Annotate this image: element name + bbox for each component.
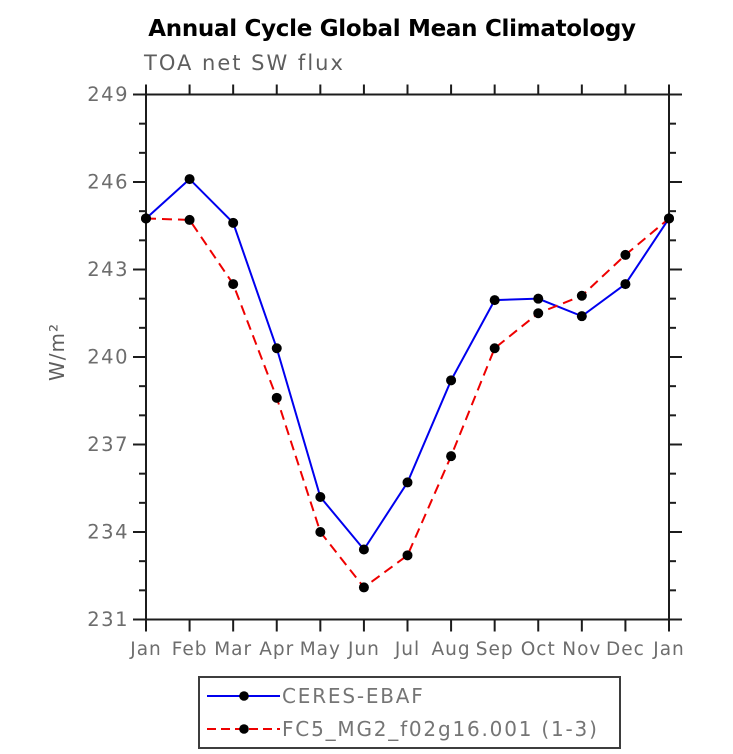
y-tick-label: 246: [87, 171, 129, 194]
data-point: [271, 343, 282, 354]
x-tick-label: Mar: [214, 639, 252, 660]
data-point: [576, 311, 587, 322]
data-point: [228, 217, 239, 228]
legend-key-dashed-line-icon: [207, 724, 280, 734]
legend-key-solid-line-icon: [207, 691, 280, 701]
data-point: [446, 451, 457, 462]
y-tick-label: 234: [87, 521, 129, 544]
legend-item-fc5-model: FC5_MG2_f02g16.001 (1-3): [204, 714, 619, 745]
x-tick-label: Jan: [652, 639, 685, 660]
data-point: [664, 213, 674, 224]
x-tick-label: Dec: [606, 639, 645, 660]
data-point: [446, 375, 457, 386]
data-point: [489, 343, 500, 354]
x-tick-label: Oct: [521, 639, 556, 660]
data-point: [533, 293, 544, 304]
data-point: [228, 279, 239, 290]
x-tick-label: Nov: [562, 639, 601, 660]
legend: CERES-EBAF FC5_MG2_f02g16.001 (1-3): [198, 676, 621, 749]
data-point: [358, 544, 369, 555]
data-point: [315, 492, 326, 502]
data-point: [533, 308, 544, 319]
series-line-1: [145, 217, 670, 589]
legend-label: FC5_MG2_f02g16.001 (1-3): [282, 717, 599, 742]
x-tick-label: May: [300, 639, 341, 660]
y-tick-label: 231: [87, 608, 129, 631]
x-tick-label: Jul: [394, 639, 420, 660]
plot-frame: [145, 93, 670, 621]
x-tick-label: Jun: [347, 639, 380, 660]
chart-title: Annual Cycle Global Mean Climatology: [148, 16, 636, 42]
data-point: [315, 527, 326, 537]
data-point: [402, 477, 413, 488]
series-line-0: [145, 177, 670, 552]
y-tick-label: 237: [87, 433, 129, 456]
legend-label: CERES-EBAF: [282, 683, 425, 708]
y-tick-label: 240: [87, 346, 129, 369]
x-tick-label: Apr: [259, 639, 294, 660]
y-tick-label: 249: [87, 83, 129, 106]
data-point: [576, 290, 587, 301]
x-tick-label: Aug: [432, 639, 471, 660]
data-point: [620, 249, 631, 260]
x-tick-label: Sep: [476, 639, 514, 660]
x-tick-label: Jan: [129, 639, 162, 660]
data-point: [620, 279, 631, 290]
y-tick-label: 243: [87, 258, 129, 281]
data-point: [271, 392, 282, 403]
x-tick-label: Feb: [172, 639, 208, 660]
data-point: [184, 174, 195, 185]
data-point: [402, 550, 413, 561]
legend-item-ceres-ebaf: CERES-EBAF: [204, 680, 619, 711]
data-point: [489, 295, 500, 306]
chart-subtitle: TOA net SW flux: [144, 51, 345, 75]
data-point: [358, 582, 369, 593]
data-point: [184, 214, 195, 225]
data-point: [141, 213, 151, 224]
